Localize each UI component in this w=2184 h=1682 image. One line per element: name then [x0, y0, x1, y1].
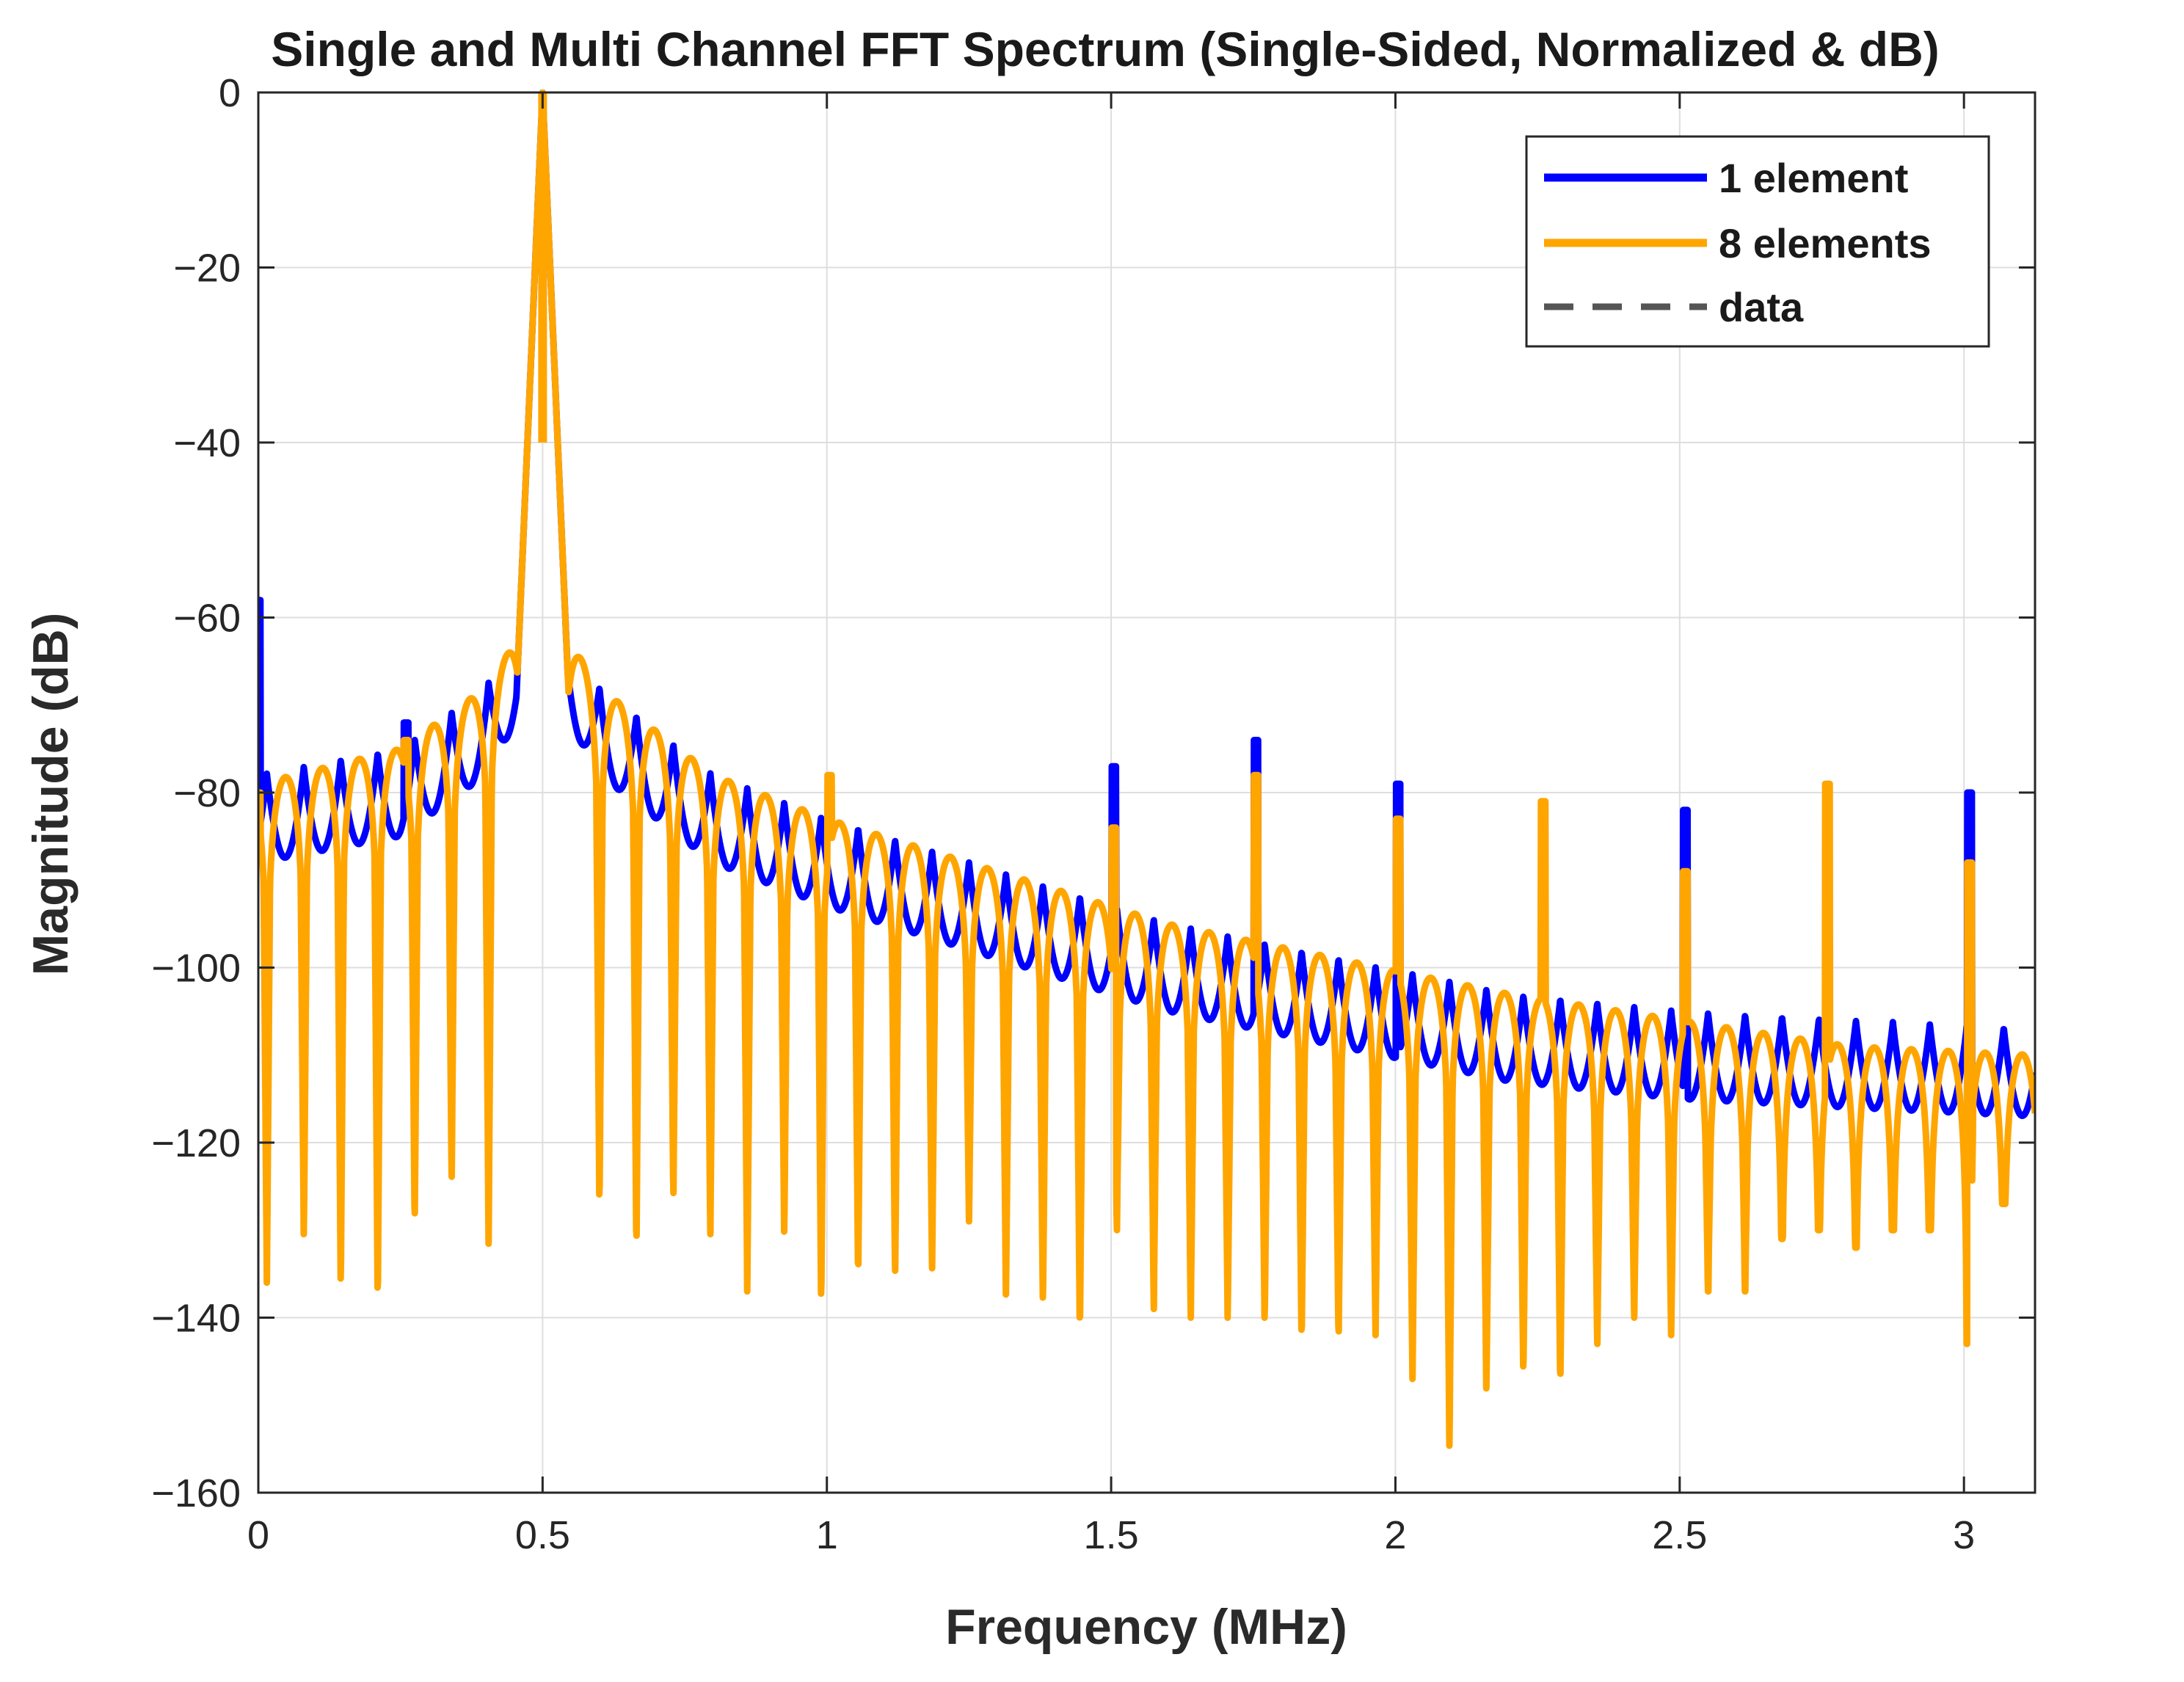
y-tick-label: −20 [173, 247, 241, 291]
x-tick-label: 1 [816, 1513, 838, 1557]
legend-label-data: data [1719, 284, 1804, 330]
x-axis-label: Frequency (MHz) [945, 1599, 1347, 1655]
legend: 1 element 8 elements data [1525, 135, 1990, 348]
x-tick-label: 2 [1384, 1513, 1406, 1557]
chart-title: Single and Multi Channel FFT Spectrum (S… [271, 22, 1939, 76]
legend-label-1-element: 1 element [1719, 155, 1908, 201]
y-tick-label: −40 [173, 421, 241, 465]
y-tick-label: −160 [151, 1471, 241, 1515]
series-layer [258, 90, 2035, 1449]
x-tick-label: 3 [1953, 1513, 1975, 1557]
y-tick-label: −80 [173, 771, 241, 815]
axes: 0 0.5 1 1.5 2 2.5 3 0 −20 −40 −60 −80 −100 −120 −140 −1… [151, 71, 2036, 1557]
legend-label-8-elements: 8 elements [1719, 220, 1932, 266]
axes-box [257, 91, 2036, 1494]
y-tick-label: −120 [151, 1121, 241, 1165]
x-tick-label: 0 [247, 1513, 269, 1557]
y-tick-label: −140 [151, 1297, 241, 1341]
y-axis-label: Magnitude (dB) [23, 613, 79, 976]
y-tick-label: 0 [219, 71, 241, 115]
y-tick-label: −60 [173, 597, 241, 641]
series-line-8-elements [258, 90, 2035, 1449]
x-tick-label: 2.5 [1652, 1513, 1707, 1557]
y-tick-label: −100 [151, 947, 241, 991]
x-tick-label: 1.5 [1084, 1513, 1139, 1557]
x-tick-label: 0.5 [515, 1513, 570, 1557]
